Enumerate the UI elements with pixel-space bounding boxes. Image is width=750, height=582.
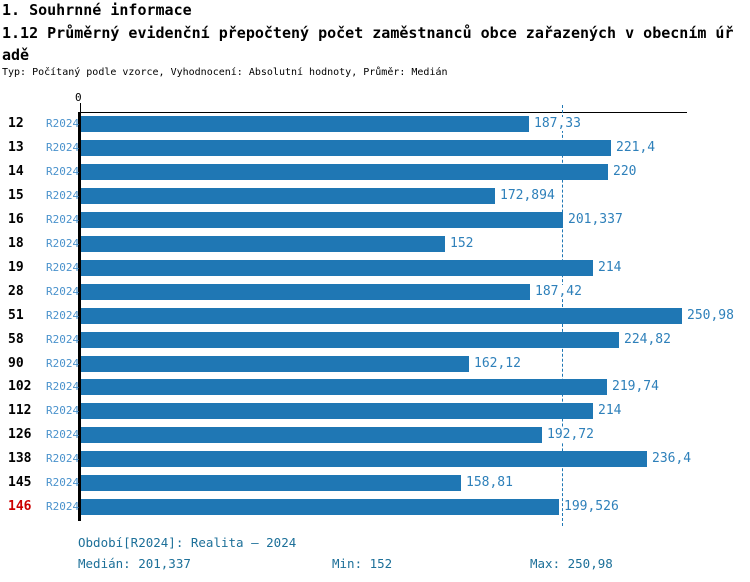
row-id-label: 102 [8, 379, 32, 394]
row-id-label: 18 [8, 236, 24, 251]
chart-row: 145 R2024 158,81 [0, 475, 750, 491]
row-id-label: 90 [8, 356, 24, 371]
chart-row: 19 R2024 214 [0, 260, 750, 276]
bar-value-label: 152 [450, 236, 474, 251]
bar-value-label: 199,526 [564, 499, 619, 514]
x-axis-line [79, 112, 687, 113]
row-id-label: 16 [8, 212, 24, 227]
bar-value-label: 201,337 [568, 212, 623, 227]
row-period-label: R2024 [46, 452, 80, 465]
chart-row: 146 R2024 199,526 [0, 499, 750, 515]
footer-max: Max: 250,98 [530, 556, 613, 571]
bar [81, 403, 593, 419]
bar [81, 379, 607, 395]
bar [81, 188, 495, 204]
row-period-label: R2024 [46, 309, 80, 322]
bar [81, 140, 611, 156]
bar-value-label: 158,81 [466, 475, 513, 490]
chart-row: 28 R2024 187,42 [0, 284, 750, 300]
footer-median: Medián: 201,337 [78, 556, 191, 571]
row-period-label: R2024 [46, 333, 80, 346]
chart-row: 13 R2024 221,4 [0, 140, 750, 156]
chart-row: 15 R2024 172,894 [0, 188, 750, 204]
row-id-label: 138 [8, 451, 32, 466]
bar [81, 499, 559, 515]
row-id-label: 15 [8, 188, 24, 203]
row-id-label: 58 [8, 332, 24, 347]
row-id-label: 126 [8, 427, 32, 442]
bar-value-label: 187,42 [535, 284, 582, 299]
row-period-label: R2024 [46, 261, 80, 274]
row-id-label: 12 [8, 116, 24, 131]
chart-meta: Typ: Počítaný podle vzorce, Vyhodnocení:… [2, 67, 448, 78]
row-period-label: R2024 [46, 428, 80, 441]
bar [81, 212, 563, 228]
row-id-label: 112 [8, 403, 32, 418]
bar [81, 164, 608, 180]
bar [81, 236, 445, 252]
chart-row: 12 R2024 187,33 [0, 116, 750, 132]
footer-min: Min: 152 [332, 556, 393, 571]
row-id-label: 51 [8, 308, 24, 323]
bar [81, 475, 461, 491]
chart-row: 126 R2024 192,72 [0, 427, 750, 443]
bar-value-label: 219,74 [612, 379, 659, 394]
bar [81, 308, 682, 324]
bar-value-label: 224,82 [624, 332, 671, 347]
bar-value-label: 220 [613, 164, 637, 179]
axis-zero-label: 0 [75, 91, 82, 104]
row-id-label: 13 [8, 140, 24, 155]
chart-row: 51 R2024 250,98 [0, 308, 750, 324]
chart-row: 16 R2024 201,337 [0, 212, 750, 228]
chart-row: 14 R2024 220 [0, 164, 750, 180]
bar-value-label: 221,4 [616, 140, 656, 155]
row-period-label: R2024 [46, 189, 80, 202]
bar-value-label: 192,72 [547, 427, 594, 442]
bar [81, 427, 542, 443]
chart-row: 112 R2024 214 [0, 403, 750, 419]
row-period-label: R2024 [46, 165, 80, 178]
row-id-label: 14 [8, 164, 24, 179]
row-period-label: R2024 [46, 357, 80, 370]
axis-zero-tick [80, 103, 81, 112]
row-id-label: 19 [8, 260, 24, 275]
chart-title: 1.12 Průměrný evidenční přepočtený počet… [2, 24, 734, 64]
bar-value-label: 214 [598, 403, 622, 418]
bar [81, 116, 529, 132]
y-axis-line [78, 112, 81, 521]
bar-value-label: 172,894 [500, 188, 555, 203]
row-period-label: R2024 [46, 500, 80, 513]
bar [81, 332, 619, 348]
row-id-label: 28 [8, 284, 24, 299]
row-period-label: R2024 [46, 380, 80, 393]
row-period-label: R2024 [46, 141, 80, 154]
footer-period: Období[R2024]: Realita – 2024 [78, 535, 297, 550]
bar [81, 260, 593, 276]
chart-row: 90 R2024 162,12 [0, 356, 750, 372]
chart-row: 58 R2024 224,82 [0, 332, 750, 348]
bar-value-label: 250,98 [687, 308, 734, 323]
bar-value-label: 187,33 [534, 116, 581, 131]
row-id-label: 146 [8, 499, 32, 514]
bar-value-label: 236,4 [652, 451, 692, 466]
row-period-label: R2024 [46, 404, 80, 417]
bar [81, 284, 530, 300]
row-period-label: R2024 [46, 237, 80, 250]
chart-row: 138 R2024 236,4 [0, 451, 750, 467]
bar-value-label: 162,12 [474, 356, 521, 371]
section-title: 1. Souhrnné informace [2, 1, 192, 19]
row-period-label: R2024 [46, 476, 80, 489]
row-id-label: 145 [8, 475, 32, 490]
row-period-label: R2024 [46, 285, 80, 298]
chart-row: 18 R2024 152 [0, 236, 750, 252]
bar [81, 356, 469, 372]
row-period-label: R2024 [46, 213, 80, 226]
row-period-label: R2024 [46, 117, 80, 130]
bar [81, 451, 647, 467]
chart-row: 102 R2024 219,74 [0, 379, 750, 395]
bar-value-label: 214 [598, 260, 622, 275]
